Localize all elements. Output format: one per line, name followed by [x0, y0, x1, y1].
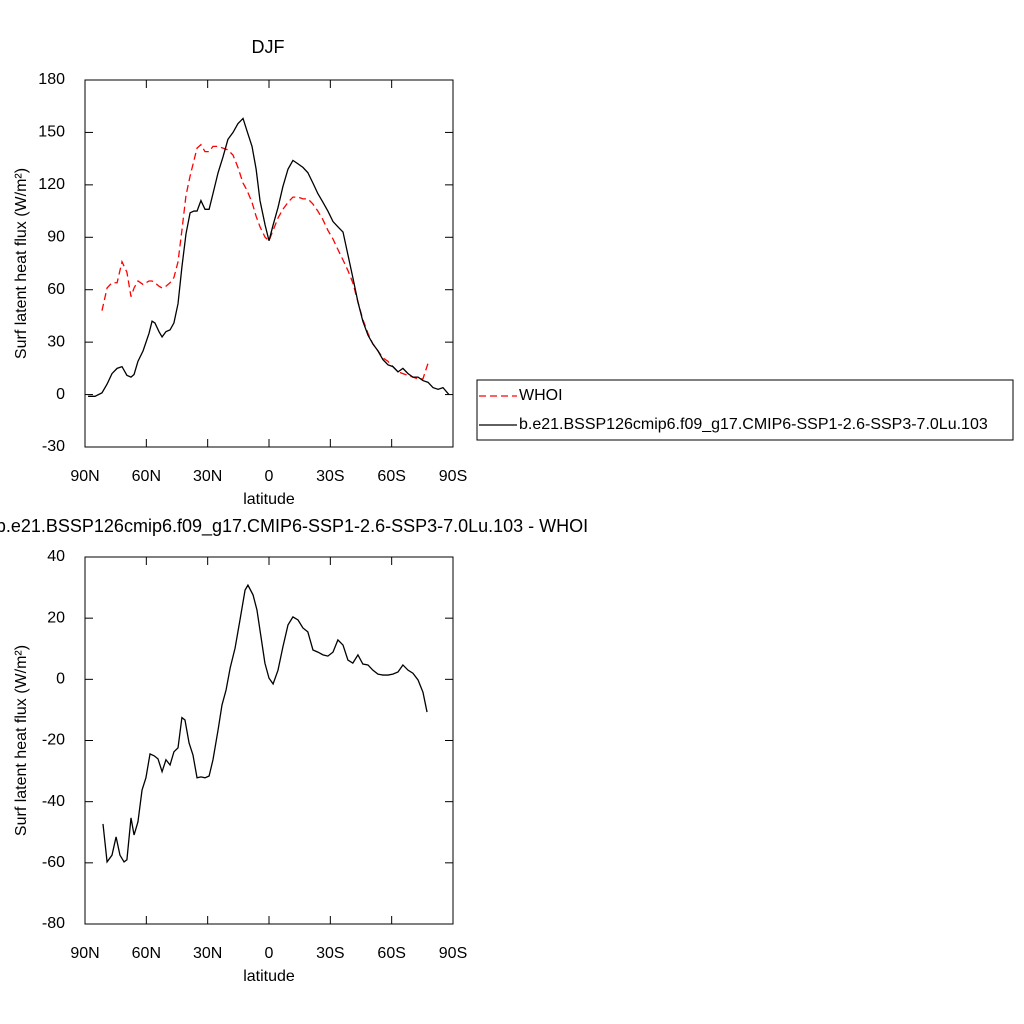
- y-tick-label: 60: [47, 281, 65, 298]
- y-tick-label: 0: [56, 671, 65, 688]
- x-tick-label: 30S: [316, 945, 344, 962]
- x-tick-label: 60S: [377, 468, 405, 485]
- x-tick-label: 60N: [132, 945, 161, 962]
- x-tick-label: 30N: [193, 945, 222, 962]
- y-tick-label: -30: [42, 438, 65, 455]
- x-axis-label: latitude: [243, 968, 295, 985]
- chart-title: DJF: [252, 37, 285, 57]
- y-axis-label: Surf latent heat flux (W/m²): [13, 168, 30, 359]
- data-line: [88, 117, 450, 397]
- y-tick-label: 150: [38, 124, 65, 141]
- y-tick-label: -80: [42, 915, 65, 932]
- y-axis-label: Surf latent heat flux (W/m²): [13, 645, 30, 836]
- y-tick-label: -60: [42, 854, 65, 871]
- x-tick-label: 60N: [132, 468, 161, 485]
- plot-frame: [84, 79, 454, 448]
- x-axis-label: latitude: [243, 491, 295, 508]
- y-tick-label: 40: [47, 548, 65, 565]
- x-tick-label: 30N: [193, 468, 222, 485]
- y-tick-label: -20: [42, 732, 65, 749]
- x-tick-label: 90N: [70, 945, 99, 962]
- chart-title: b.e21.BSSP126cmip6.f09_g17.CMIP6-SSP1-2.…: [0, 516, 588, 537]
- y-tick-label: 180: [38, 71, 65, 88]
- x-tick-label: 30S: [316, 468, 344, 485]
- x-tick-label: 0: [265, 945, 274, 962]
- data-line: [102, 583, 428, 864]
- x-tick-label: 90N: [70, 468, 99, 485]
- data-line: [101, 143, 429, 380]
- x-tick-label: 90S: [439, 468, 467, 485]
- x-tick-label: 0: [265, 468, 274, 485]
- legend-label: b.e21.BSSP126cmip6.f09_g17.CMIP6-SSP1-2.…: [519, 416, 988, 433]
- y-tick-label: 120: [38, 176, 65, 193]
- y-tick-label: 90: [47, 229, 65, 246]
- plot-frame: [84, 556, 454, 925]
- legend-label: WHOI: [519, 387, 563, 404]
- y-tick-label: 20: [47, 609, 65, 626]
- y-tick-label: 0: [56, 386, 65, 403]
- y-tick-label: 30: [47, 333, 65, 350]
- legend-box: [476, 379, 1014, 441]
- x-tick-label: 60S: [377, 945, 405, 962]
- x-tick-label: 90S: [439, 945, 467, 962]
- y-tick-label: -40: [42, 793, 65, 810]
